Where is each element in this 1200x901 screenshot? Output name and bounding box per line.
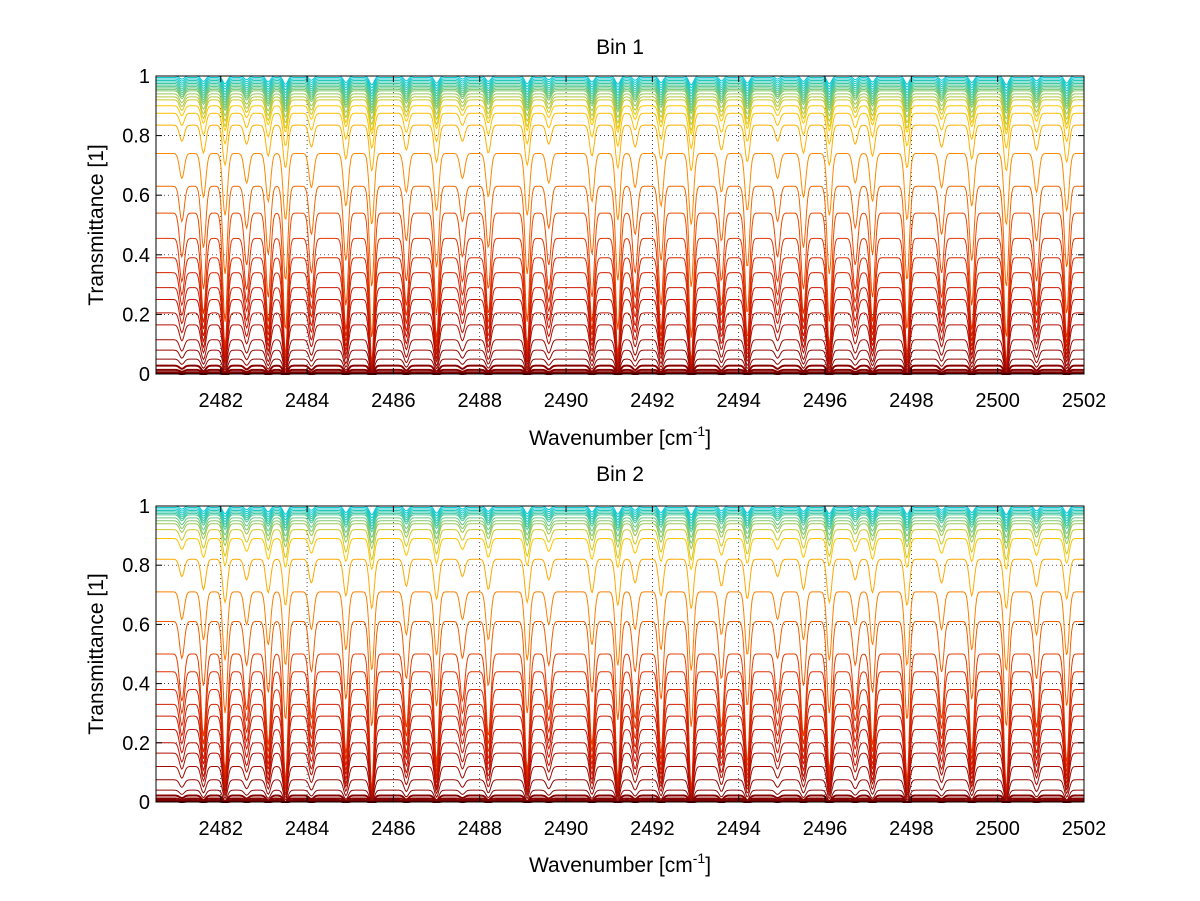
series-line bbox=[156, 96, 1084, 126]
series-line bbox=[156, 506, 1084, 519]
series-line bbox=[156, 124, 1084, 172]
x-tick-label: 2484 bbox=[285, 818, 330, 840]
y-tick-label: 0.4 bbox=[122, 674, 150, 696]
x-tick-label: 2500 bbox=[975, 818, 1020, 840]
x-axis-label: Wavenumber [cm-1] bbox=[529, 423, 711, 450]
x-tick-label: 2498 bbox=[889, 818, 934, 840]
x-tick-label: 2496 bbox=[803, 818, 848, 840]
axes-box bbox=[155, 75, 1085, 375]
series-line bbox=[156, 79, 1084, 95]
series-line bbox=[156, 78, 1084, 92]
series-line bbox=[156, 620, 1084, 727]
x-tick-label: 2486 bbox=[371, 818, 416, 840]
x-tick-label: 2490 bbox=[544, 818, 589, 840]
series-group bbox=[156, 505, 1084, 804]
series-line bbox=[156, 752, 1084, 800]
y-tick-label: 0.6 bbox=[122, 614, 150, 636]
y-tick-label: 0 bbox=[139, 364, 150, 386]
x-tick-label: 2482 bbox=[198, 390, 243, 412]
series-line bbox=[156, 81, 1084, 98]
series-line bbox=[156, 82, 1084, 100]
x-tick-label: 2500 bbox=[975, 390, 1020, 412]
series-line bbox=[156, 324, 1084, 372]
series-line bbox=[156, 538, 1084, 571]
x-tick-label: 2486 bbox=[371, 390, 416, 412]
series-line bbox=[156, 765, 1084, 802]
y-axis-label: Transmittance [1] bbox=[85, 144, 108, 305]
x-tick-label: 2492 bbox=[630, 818, 675, 840]
series-line bbox=[156, 591, 1084, 672]
x-tick-label: 2492 bbox=[630, 390, 675, 412]
series-line bbox=[156, 93, 1084, 121]
y-tick-label: 0.4 bbox=[122, 245, 150, 267]
series-line bbox=[156, 105, 1084, 136]
x-axis-label-superscript: -1 bbox=[693, 850, 706, 866]
y-tick-label: 0.6 bbox=[122, 185, 150, 207]
series-line bbox=[156, 529, 1084, 562]
x-tick-label: 2498 bbox=[889, 390, 934, 412]
x-tick-label: 2490 bbox=[544, 390, 589, 412]
y-tick-label: 0.2 bbox=[122, 304, 150, 326]
subplot-bin-2: Bin 2 2482 2484 2486 2488 2490 2492 2494 2496 24… bbox=[85, 463, 1106, 877]
y-tick-label: 0.2 bbox=[122, 733, 150, 755]
series-line bbox=[156, 514, 1084, 533]
y-tick-label: 0.8 bbox=[122, 555, 150, 577]
series-line bbox=[156, 509, 1084, 525]
series-line bbox=[156, 508, 1084, 522]
x-axis-label-main: Wavenumber [cm bbox=[529, 427, 693, 450]
plot-title: Bin 2 bbox=[596, 463, 644, 486]
series-line bbox=[156, 364, 1084, 376]
series-line bbox=[156, 76, 1084, 89]
series-line bbox=[156, 152, 1084, 226]
x-tick-label: 2488 bbox=[457, 818, 502, 840]
x-tick-label: 2494 bbox=[716, 390, 761, 412]
x-tick-label: 2494 bbox=[716, 818, 761, 840]
series-line bbox=[156, 779, 1084, 803]
series-line bbox=[156, 558, 1084, 610]
series-line bbox=[156, 517, 1084, 539]
x-tick-label: 2488 bbox=[457, 390, 502, 412]
x-axis-label-end: ] bbox=[705, 854, 711, 877]
series-line bbox=[156, 789, 1084, 803]
x-tick-label: 2496 bbox=[803, 390, 848, 412]
series-line bbox=[156, 358, 1084, 375]
subplot-bin-1: Bin 1 2482 2484 2486 2488 2490 2492 2494 2496 24… bbox=[85, 36, 1106, 450]
x-axis-label-end: ] bbox=[705, 427, 711, 450]
series-line bbox=[156, 511, 1084, 527]
x-tick-label: 2484 bbox=[285, 390, 330, 412]
ticks: 2482 2484 2486 2488 2490 2492 2494 2496 2498 2500… bbox=[122, 496, 1106, 840]
x-tick-label: 2502 bbox=[1062, 390, 1107, 412]
axes-box bbox=[155, 505, 1085, 803]
series-line bbox=[156, 349, 1084, 375]
ticks: 2482 2484 2486 2488 2490 2492 2494 2496 2498 2500… bbox=[122, 66, 1106, 412]
y-tick-label: 1 bbox=[139, 66, 150, 88]
x-tick-label: 2482 bbox=[198, 818, 243, 840]
plot-title: Bin 1 bbox=[596, 36, 644, 59]
series-line bbox=[156, 185, 1084, 288]
y-axis-label: Transmittance [1] bbox=[85, 573, 108, 734]
y-tick-label: 0 bbox=[139, 792, 150, 814]
x-axis-label: Wavenumber [cm-1] bbox=[529, 850, 711, 877]
series-group bbox=[156, 75, 1084, 376]
x-tick-label: 2502 bbox=[1062, 818, 1107, 840]
y-tick-label: 1 bbox=[139, 496, 150, 518]
series-line bbox=[156, 339, 1084, 374]
y-tick-label: 0.8 bbox=[122, 126, 150, 148]
series-line bbox=[156, 84, 1084, 103]
x-axis-label-superscript: -1 bbox=[693, 423, 706, 439]
x-axis-label-main: Wavenumber [cm bbox=[529, 854, 693, 877]
series-line bbox=[156, 90, 1084, 115]
series-line bbox=[156, 99, 1084, 132]
series-line bbox=[156, 520, 1084, 545]
series-line bbox=[156, 112, 1084, 150]
series-line bbox=[156, 512, 1084, 530]
series-line bbox=[156, 212, 1084, 338]
series-line bbox=[156, 523, 1084, 550]
